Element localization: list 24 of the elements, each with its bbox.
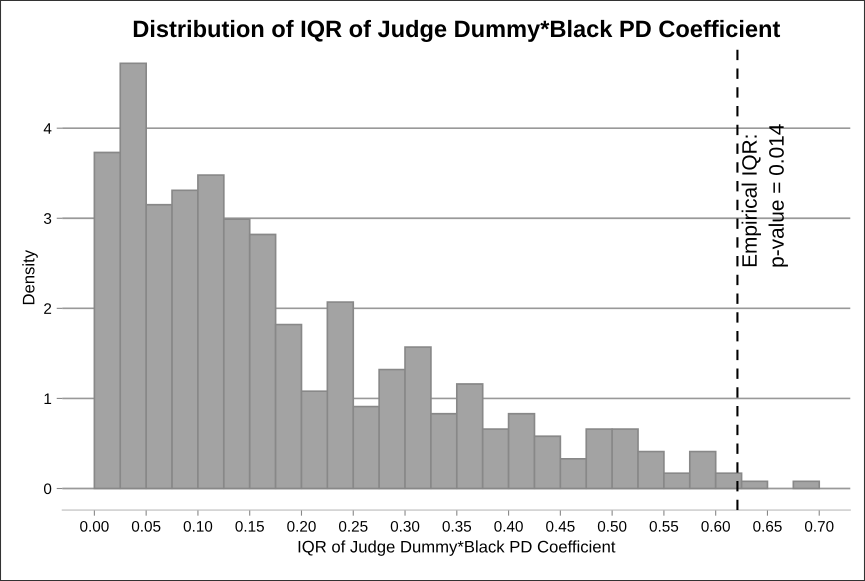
- chart-title: Distribution of IQR of Judge Dummy*Black PD Coefficient: [134, 20, 780, 42]
- x-tick-label: 0.30: [390, 520, 420, 532]
- x-axis-title: IQR of Judge Dummy*Black PD Coefficient: [298, 540, 616, 556]
- y-axis-title: Density: [22, 250, 38, 304]
- y-tick-label: 3: [44, 213, 52, 224]
- x-tick-label: 0.00: [80, 520, 109, 532]
- x-tick-label: 0.45: [546, 520, 575, 532]
- x-tick-label: 0.15: [235, 520, 264, 532]
- x-tick-label: 0.40: [494, 520, 523, 532]
- x-tick-label: 0.60: [701, 520, 730, 532]
- x-tick-label: 0.35: [442, 520, 472, 532]
- y-tick-label: 4: [44, 123, 52, 134]
- y-tick-label: 0: [44, 483, 52, 494]
- x-tick-label: 0.55: [650, 520, 678, 532]
- y-tick-label: 1: [44, 393, 52, 404]
- x-tick-label: 0.05: [132, 520, 160, 532]
- x-tick-label: 0.65: [753, 520, 782, 532]
- x-tick-label: 0.10: [184, 520, 212, 532]
- y-tick-label: 2: [44, 303, 52, 314]
- x-tick-label: 0.20: [287, 520, 316, 532]
- x-tick-label: 0.70: [804, 520, 834, 532]
- x-tick-label: 0.50: [598, 520, 626, 532]
- x-tick-label: 0.25: [338, 520, 368, 532]
- annotation: Empirical IQR: p-value = 0.014: [742, 124, 788, 267]
